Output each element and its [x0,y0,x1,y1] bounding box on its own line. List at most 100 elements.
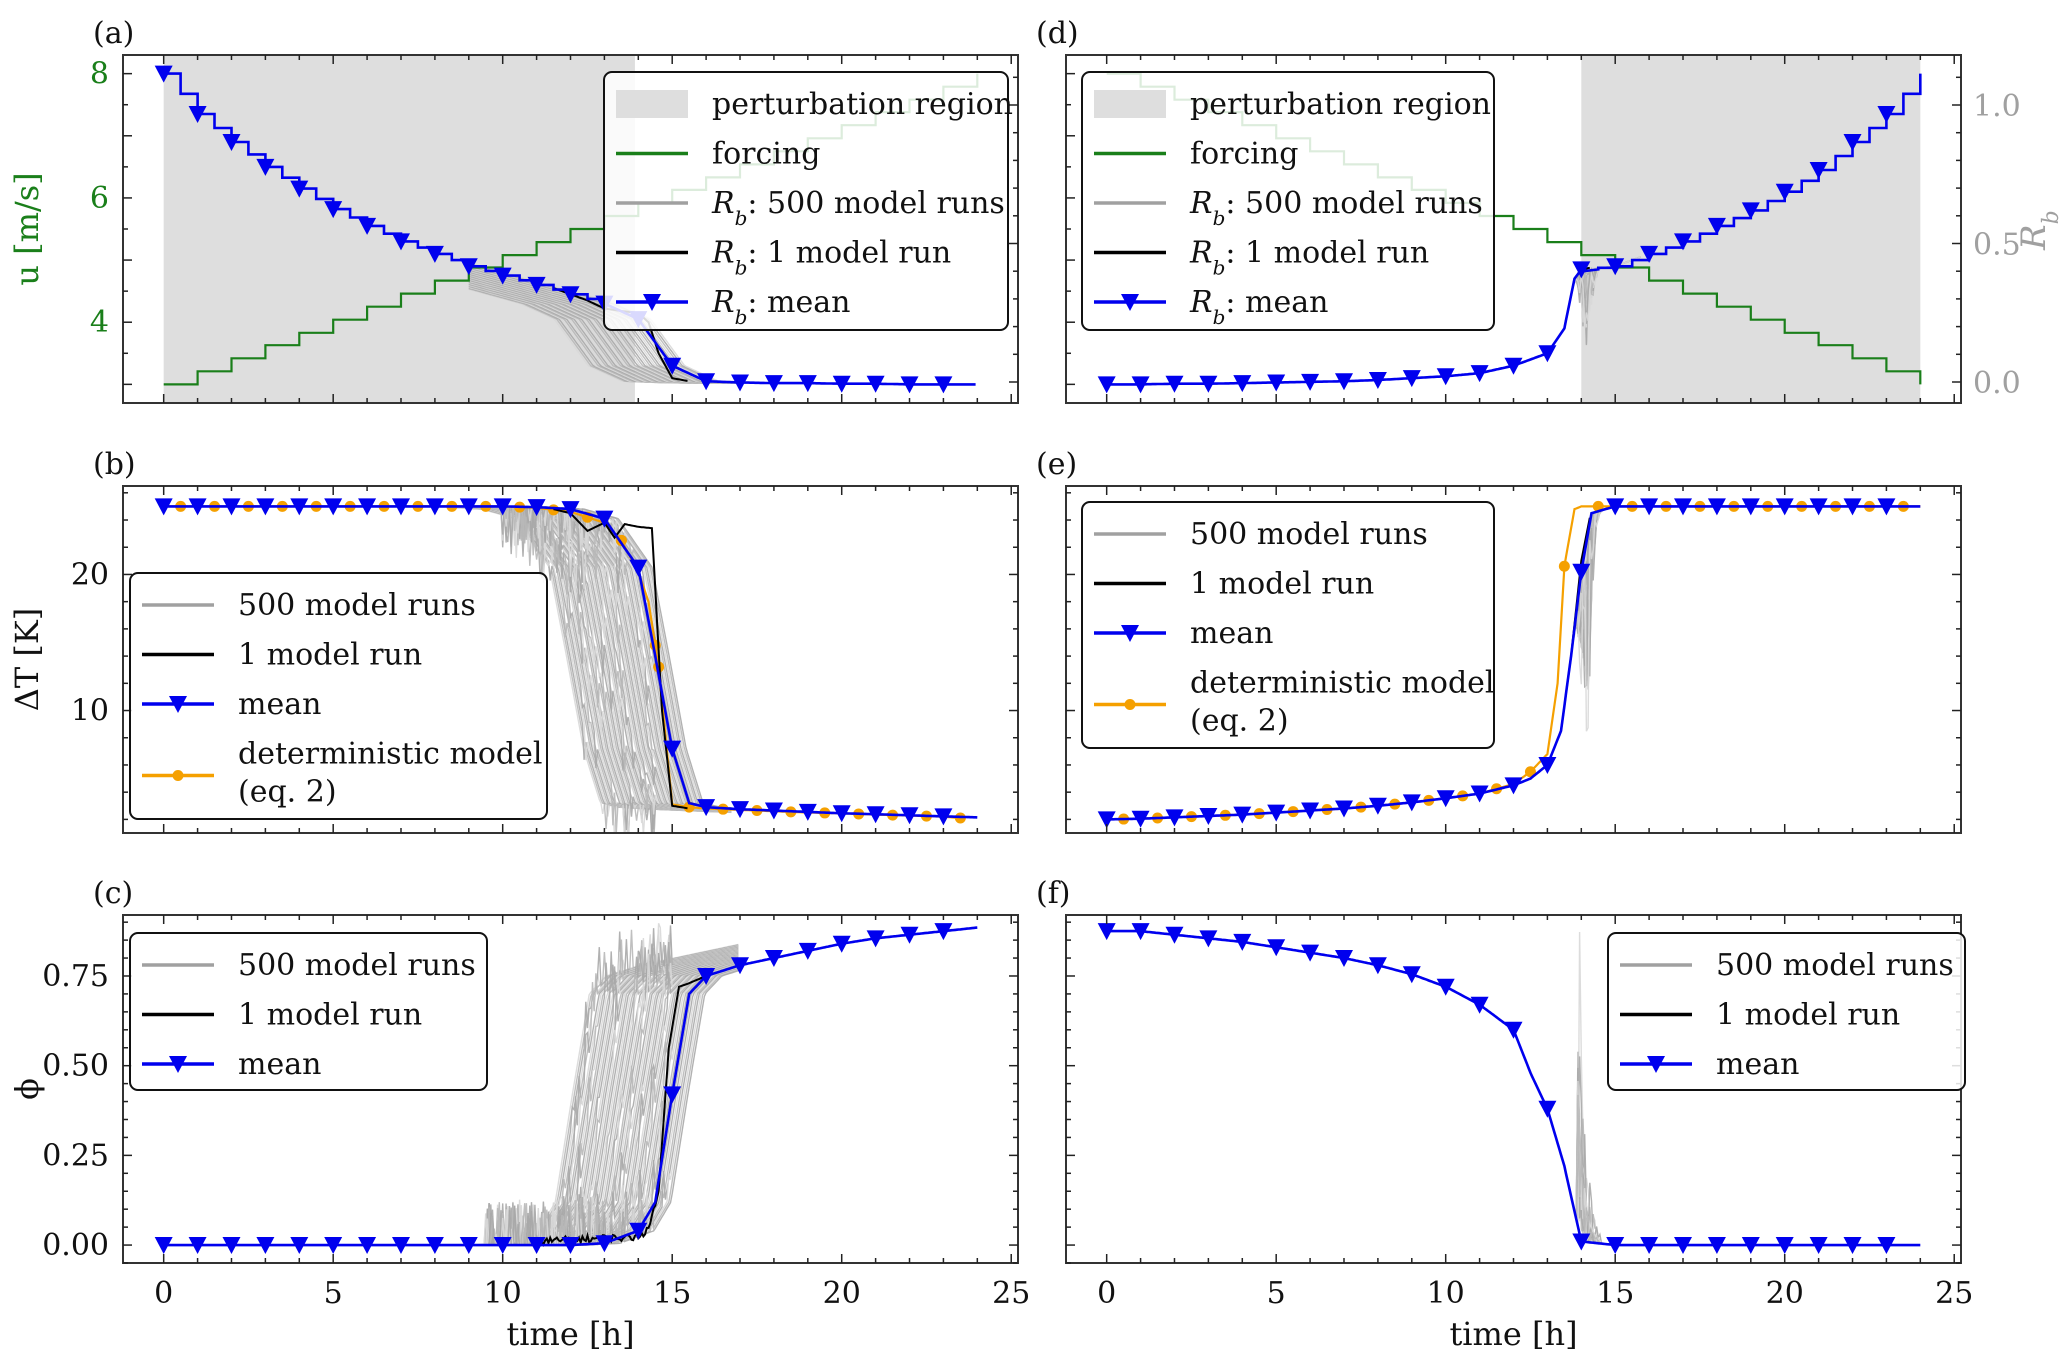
mean-marker [866,806,885,824]
legend-label: perturbation region [1190,87,1491,122]
x-tick-label: 15 [653,1276,691,1311]
y-tick-label: 0.00 [42,1228,109,1263]
y-tick-label: 8 [90,57,109,92]
mean-marker [1775,498,1794,516]
mean-marker [1097,376,1116,394]
mean-marker [188,1237,207,1255]
legend-label: 500 model runs [1716,948,1954,983]
mean-marker [459,498,478,516]
y-tick-label: 20 [71,557,109,592]
deterministic-marker [1558,560,1570,572]
mean-marker [1741,498,1760,516]
mean-marker [1640,1237,1659,1255]
mean-marker [1267,804,1286,822]
legend-label: 1 model run [238,638,422,673]
mean-marker [425,1237,444,1255]
legend-label: deterministic model [1190,666,1495,701]
ensemble-run-line [1516,505,1638,785]
x-tick-label: 5 [324,1276,343,1311]
legend-label: Rb: 500 model runs [711,186,1005,230]
legend-swatch-perturbation [616,90,688,118]
mean-marker [764,802,783,820]
mean-marker [527,276,546,294]
mean-marker [1402,966,1421,984]
mean-marker [1470,996,1489,1014]
legend-label: forcing [712,137,820,172]
mean-marker [1334,950,1353,968]
legend-label: 500 model runs [1190,517,1428,552]
panel-label: (d) [1036,16,1079,51]
panel-label: (b) [93,447,136,482]
ensemble-run-line [1516,505,1638,785]
legend-label: mean [238,687,321,722]
mean-marker [1131,810,1150,828]
ensemble-run-line [1516,505,1638,785]
mean-marker [1301,373,1320,391]
legend: perturbation region forcing Rb: 500 model … [1081,71,1495,331]
deterministic-marker [1124,699,1136,710]
legend-box [1081,501,1495,749]
legend: 500 model runs 1 model run mean determinist… [1081,501,1495,749]
mean-marker [358,1237,377,1255]
ensemble-run-line [1516,505,1638,785]
mean-marker [1606,1237,1625,1255]
mean-marker [1165,809,1184,827]
mean-marker [1368,957,1387,975]
mean-marker [1809,161,1828,179]
mean-marker [832,805,851,823]
mean-marker [1674,1237,1693,1255]
mean-marker [256,1237,275,1255]
legend-label: 500 model runs [238,588,476,623]
mean-marker [1165,926,1184,944]
y-tick-label: 0.75 [42,959,109,994]
mean-marker [358,498,377,516]
legend-label: mean [238,1047,321,1082]
legend: 500 model runs 1 model run mean determinist… [129,572,548,820]
mean-marker [256,498,275,516]
ensemble-run-line [1516,505,1638,785]
mean-marker [1877,1237,1896,1255]
mean-marker [1199,375,1218,393]
mean-marker [493,267,512,285]
mean-marker [1877,498,1896,516]
legend-box [129,572,548,820]
legend-box [1607,932,1966,1091]
ensemble-run-line [1516,505,1638,785]
ensemble-run-line [1516,505,1638,785]
mean-marker [561,1237,580,1255]
mean-marker [1538,1100,1557,1118]
ensemble-run-line [1516,505,1638,785]
mean-marker [595,1235,614,1253]
mean-marker [290,180,309,198]
ensemble-run-line [1516,505,1638,785]
right-y-tick-label: 1.0 [1973,89,2021,124]
mean-marker [1233,375,1252,393]
mean-marker [663,1086,682,1104]
mean-marker [1165,375,1184,393]
mean-marker [1809,498,1828,516]
mean-marker [1436,978,1455,996]
legend-label: mean [1190,616,1273,651]
ensemble-run-line [1516,505,1638,785]
mean-marker [1640,498,1659,516]
mean-marker [1504,1021,1523,1039]
ensemble-run-line [1516,505,1638,785]
x-axis-label: time [h] [1449,1315,1577,1353]
mean-marker [1097,923,1116,941]
legend-label: Rb: 1 model run [1189,236,1429,280]
mean-marker [290,1237,309,1255]
mean-marker [1334,373,1353,391]
mean-marker [1741,1237,1760,1255]
mean-marker [154,1237,173,1255]
right-y-axis-label: Rb [2014,210,2064,251]
panel-c-plot-area [154,923,978,1255]
mean-marker [1368,372,1387,390]
ticks [123,486,1018,833]
mean-marker [1572,1233,1591,1251]
legend-label: (eq. 2) [1190,704,1289,739]
ensemble-run-line [1516,505,1638,785]
legend-label: (eq. 2) [238,775,337,810]
y-tick-label: 0.25 [42,1138,109,1173]
y-tick-label: 10 [71,694,109,729]
x-tick-label: 0 [154,1276,173,1311]
